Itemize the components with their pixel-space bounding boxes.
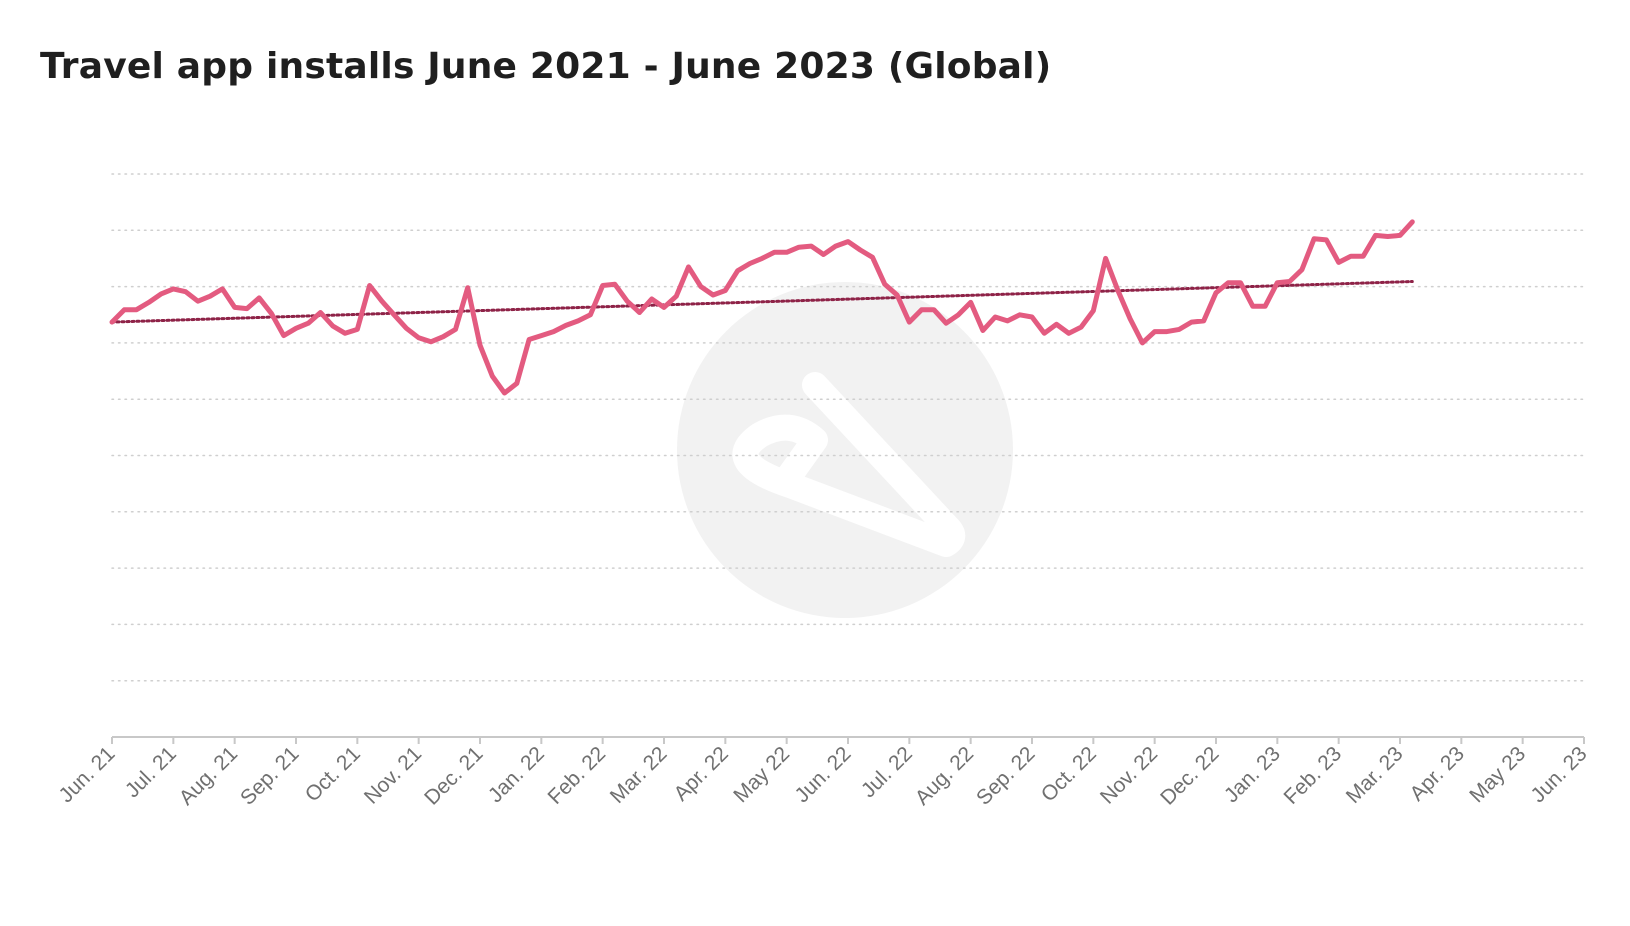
- x-tick-label: Jan. 23: [1220, 742, 1285, 807]
- x-tick-label: Sep. 22: [972, 742, 1039, 809]
- x-tick-label: Oct. 21: [301, 742, 365, 806]
- x-tick-label: Sep. 21: [236, 742, 303, 809]
- x-tick-label: May 22: [729, 742, 794, 807]
- x-tick-label: Jun. 22: [791, 742, 856, 807]
- x-tick-label: Oct. 22: [1037, 742, 1101, 806]
- x-tick-label: Aug. 22: [911, 742, 978, 809]
- gridlines: [111, 173, 1585, 682]
- x-tick-label: Feb. 23: [1280, 742, 1347, 809]
- x-tick-label: Apr. 23: [1406, 742, 1469, 805]
- chart-title: Travel app installs June 2021 - June 202…: [40, 46, 1052, 87]
- x-tick-label: Jan. 22: [484, 742, 549, 807]
- watermark-logo: [677, 282, 1013, 618]
- x-tick-label: Jun. 23: [1527, 742, 1592, 807]
- x-axis: [111, 736, 1585, 744]
- x-tick-label: Jun. 21: [55, 742, 120, 807]
- x-tick-label: Aug. 21: [175, 742, 242, 809]
- x-tick-label: Jul. 21: [121, 742, 181, 802]
- x-tick-label: Nov. 21: [360, 742, 426, 808]
- logo-watermark-icon: [677, 282, 1013, 618]
- x-tick-label: May 23: [1465, 742, 1530, 807]
- x-tick-label: Nov. 22: [1096, 742, 1162, 808]
- x-tick-label: Jul. 22: [857, 742, 917, 802]
- x-tick-label: Mar. 22: [606, 742, 672, 808]
- series-line: [109, 219, 1415, 396]
- x-tick-label: Feb. 22: [544, 742, 611, 809]
- trendline: [110, 280, 1414, 324]
- logo-watermark-icon-glyph: [732, 372, 966, 557]
- series-layer: [109, 219, 1415, 396]
- trendline-layer: [110, 280, 1414, 324]
- x-tick-label: Dec. 21: [420, 742, 487, 809]
- x-tick-label: Dec. 22: [1156, 742, 1223, 809]
- x-tick-label: Apr. 22: [670, 742, 733, 805]
- x-tick-label: Mar. 23: [1342, 742, 1408, 808]
